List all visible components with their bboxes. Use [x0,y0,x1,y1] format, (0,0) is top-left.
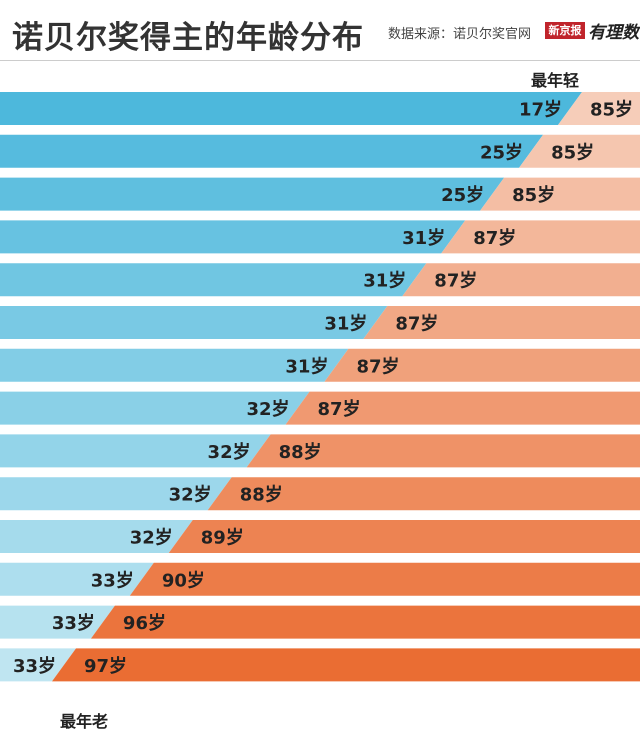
header-divider [0,60,640,61]
youngest-bar [0,562,154,596]
oldest-age-label: 89岁 [201,527,244,549]
youngest-age-label: 17岁 [519,99,562,121]
youngest-age-label: 32岁 [130,527,173,549]
youngest-bar [0,434,271,468]
youngest-age-label: 31岁 [402,227,445,249]
youngest-age-label: 25岁 [480,141,523,163]
youngest-bar [0,520,193,553]
oldest-age-label: 88岁 [279,441,322,463]
youngest-bar [0,177,505,211]
oldest-bar [519,134,640,168]
youngest-age-label: 32岁 [169,484,212,506]
youngest-bar [0,348,349,382]
youngest-bar [0,134,544,168]
youngest-age-label: 31岁 [285,355,328,377]
oldest-age-label: 96岁 [123,612,166,634]
oldest-bar [168,520,640,553]
oldest-bar [285,391,640,425]
chart-title: 诺贝尔奖得主的年龄分布 [12,20,364,56]
youngest-bar [0,477,232,511]
header: 诺贝尔奖得主的年龄分布 数据来源：诺贝尔奖官网 新京报 有理数 [0,0,640,60]
oldest-bar [90,605,640,639]
youngest-bar [0,92,582,125]
youngest-bar [0,648,76,682]
youngest-bar [0,605,115,639]
youngest-age-label: 32岁 [208,441,251,463]
oldest-age-label: 90岁 [162,569,205,591]
oldest-age-label: 87岁 [395,313,438,335]
brand-logo: 有理数 [588,23,639,43]
youngest-age-label: 25岁 [441,184,484,206]
oldest-bar [246,434,640,468]
youngest-bar [0,306,388,339]
oldest-bar [129,562,640,596]
youngest-label: 最年轻 [531,71,580,90]
oldest-bar [402,263,640,297]
oldest-age-label: 88岁 [240,484,283,506]
youngest-age-label: 31岁 [324,313,367,335]
oldest-age-label: 87岁 [473,227,516,249]
youngest-bar [0,391,310,425]
oldest-bar [324,348,640,382]
youngest-age-label: 33岁 [13,655,56,677]
oldest-age-label: 87岁 [318,398,361,420]
youngest-age-label: 32岁 [246,398,289,420]
oldest-bar [441,220,640,254]
oldest-age-label: 87岁 [356,355,399,377]
oldest-age-label: 85岁 [590,99,633,121]
oldest-bar [363,306,640,339]
youngest-bar [0,263,427,297]
oldest-age-label: 97岁 [84,655,127,677]
oldest-bar [480,177,640,211]
data-source: 数据来源：诺贝尔奖官网 [388,27,532,42]
oldest-age-label: 87岁 [434,270,477,292]
oldest-bar [558,92,640,125]
oldest-bar [52,648,640,682]
youngest-age-label: 33岁 [91,569,134,591]
youngest-age-label: 31岁 [363,270,406,292]
youngest-age-label: 33岁 [52,612,95,634]
oldest-label: 最年老 [60,712,109,731]
oldest-age-label: 85岁 [551,141,594,163]
oldest-bar [207,477,640,511]
youngest-bar [0,220,466,254]
publisher-logo: 新京报 [545,22,585,39]
oldest-age-label: 85岁 [512,184,555,206]
